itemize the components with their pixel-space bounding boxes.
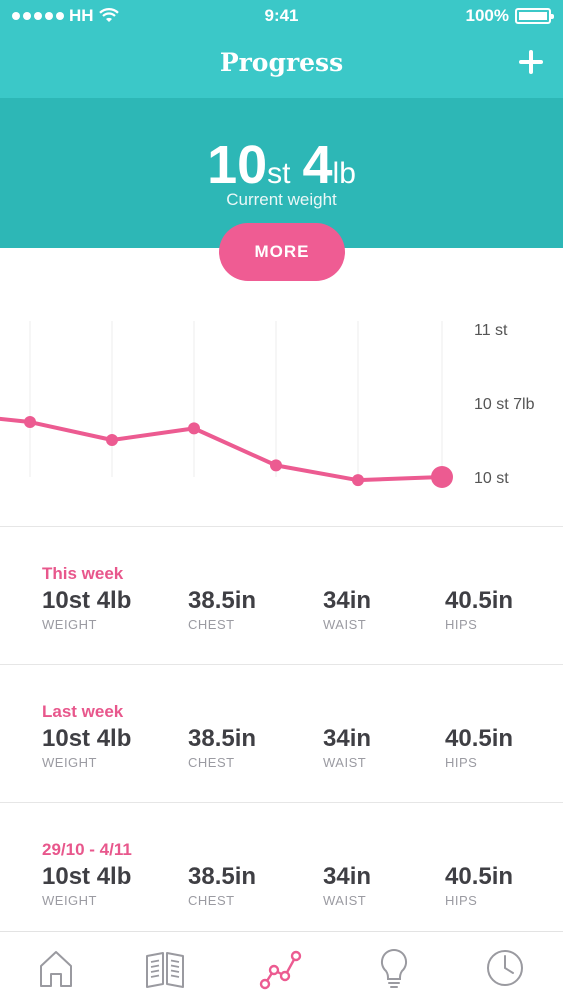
current-weight-caption: Current weight — [226, 190, 337, 209]
waist-value: 34in — [323, 863, 372, 890]
week-label: Last week — [42, 702, 124, 721]
weight-series-points — [24, 416, 453, 488]
weight-stones: 10 — [207, 135, 268, 195]
current-weight: 10st 4lb — [0, 138, 563, 192]
waist-caption: WAIST — [323, 893, 367, 908]
weight-pounds: 4 — [302, 135, 333, 195]
weight-caption: WEIGHT — [42, 893, 97, 908]
waist-caption: WAIST — [323, 755, 367, 770]
waist-value: 34in — [323, 587, 372, 614]
hips-caption: HIPS — [445, 755, 478, 770]
chest-stat: 38.5in CHEST — [188, 587, 256, 632]
waist-caption: WAIST — [323, 617, 367, 632]
carrier-name: HH — [69, 6, 94, 25]
waist-value: 34in — [323, 725, 372, 752]
weight-stat: 10st 4lb WEIGHT — [42, 863, 131, 908]
plus-icon[interactable] — [517, 48, 545, 76]
data-point — [352, 474, 364, 487]
page-title: Progress — [219, 48, 344, 77]
weight-pounds-unit: lb — [332, 157, 356, 190]
data-point — [270, 459, 282, 472]
hips-stat: 40.5in HIPS — [445, 863, 513, 908]
progress-graph-icon[interactable] — [259, 946, 303, 990]
more-button[interactable]: MORE — [219, 223, 345, 281]
battery-status: 100% — [465, 6, 554, 26]
chest-caption: CHEST — [188, 893, 235, 908]
home-icon[interactable] — [34, 946, 78, 990]
hips-stat: 40.5in HIPS — [445, 725, 513, 770]
y-tick-label: 10 st — [474, 470, 509, 487]
weight-stones-unit: st — [267, 157, 291, 190]
carrier: HH — [12, 6, 119, 26]
current-point — [431, 466, 453, 488]
hips-value: 40.5in — [445, 725, 514, 752]
chest-stat: 38.5in CHEST — [188, 863, 256, 908]
weight-value: 10st 4lb — [42, 863, 132, 890]
header: HH 9:41 100% Progress — [0, 0, 563, 98]
chest-stat: 38.5in CHEST — [188, 725, 256, 770]
weight-caption: WEIGHT — [42, 617, 97, 632]
lightbulb-icon[interactable] — [372, 946, 416, 990]
status-bar: HH 9:41 100% — [0, 0, 563, 32]
week-label: This week — [42, 564, 124, 583]
weight-stat: 10st 4lb WEIGHT — [42, 587, 131, 632]
data-point — [106, 434, 118, 446]
hips-value: 40.5in — [445, 863, 514, 890]
week-label: 29/10 - 4/11 — [42, 840, 132, 859]
battery-icon — [515, 8, 554, 24]
divider — [0, 802, 563, 803]
book-icon[interactable] — [143, 946, 187, 990]
chest-value: 38.5in — [188, 863, 257, 890]
battery-percent: 100% — [465, 6, 509, 25]
weight-stat: 10st 4lb WEIGHT — [42, 725, 131, 770]
week-row[interactable]: 29/10 - 4/11 10st 4lb WEIGHT 38.5in CHEST … — [0, 803, 563, 940]
clock-icon[interactable] — [483, 946, 527, 990]
hips-caption: HIPS — [445, 617, 478, 632]
waist-stat: 34in WAIST — [323, 863, 371, 908]
signal-icon — [12, 12, 64, 20]
chart-gridlines — [29, 321, 443, 477]
y-tick-label: 10 st 7lb — [474, 396, 535, 413]
hips-value: 40.5in — [445, 587, 514, 614]
y-tick-label: 11 st — [474, 322, 508, 339]
divider — [0, 526, 563, 527]
waist-stat: 34in WAIST — [323, 587, 371, 632]
tab-bar — [0, 931, 563, 1000]
weight-caption: WEIGHT — [42, 755, 97, 770]
chest-caption: CHEST — [188, 755, 235, 770]
chest-caption: CHEST — [188, 617, 235, 632]
weight-value: 10st 4lb — [42, 725, 132, 752]
week-row[interactable]: This week 10st 4lb WEIGHT 38.5in CHEST 34i… — [0, 527, 563, 664]
data-point — [188, 422, 200, 435]
wifi-icon — [98, 8, 119, 22]
weight-chart: 11 st 10 st 7lb 10 st — [0, 321, 535, 488]
hips-stat: 40.5in HIPS — [445, 587, 513, 632]
chest-value: 38.5in — [188, 587, 257, 614]
weight-value: 10st 4lb — [42, 587, 132, 614]
waist-stat: 34in WAIST — [323, 725, 371, 770]
clock-time: 9:41 — [264, 6, 299, 25]
divider — [0, 664, 563, 665]
chest-value: 38.5in — [188, 725, 257, 752]
weight-series-line — [0, 416, 444, 483]
hips-caption: HIPS — [445, 893, 478, 908]
data-point — [24, 416, 36, 429]
week-row[interactable]: Last week 10st 4lb WEIGHT 38.5in CHEST 34i… — [0, 665, 563, 802]
